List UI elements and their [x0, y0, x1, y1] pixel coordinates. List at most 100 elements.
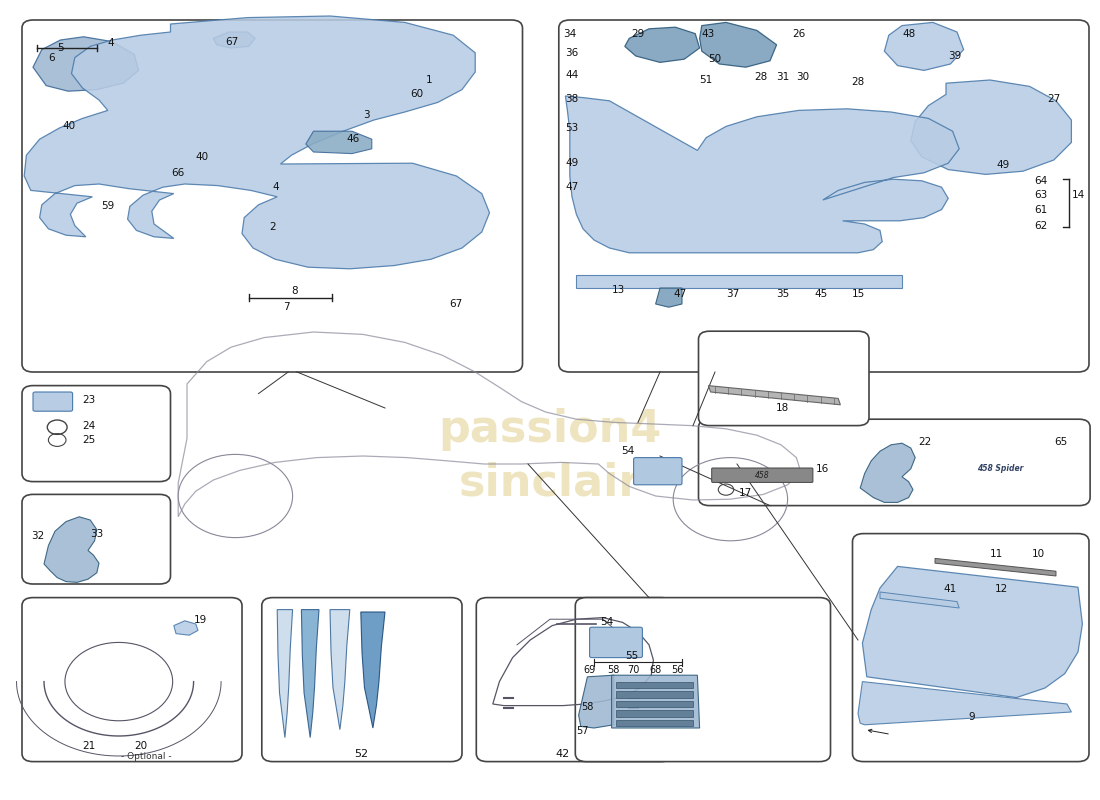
Text: 8: 8: [292, 286, 298, 296]
Polygon shape: [625, 27, 700, 62]
Text: 23: 23: [82, 395, 96, 405]
Text: 47: 47: [673, 290, 686, 299]
Text: 25: 25: [82, 435, 96, 445]
Text: 5: 5: [57, 43, 64, 53]
Text: 36: 36: [565, 48, 579, 58]
Text: 4: 4: [108, 38, 114, 48]
Text: 48: 48: [902, 29, 915, 38]
Polygon shape: [656, 288, 682, 307]
Text: 28: 28: [755, 72, 768, 82]
Text: 45: 45: [814, 290, 827, 299]
Text: 15: 15: [851, 290, 865, 299]
Polygon shape: [330, 610, 350, 730]
Text: 37: 37: [726, 290, 739, 299]
Polygon shape: [616, 710, 693, 717]
Polygon shape: [884, 22, 964, 70]
Text: 26: 26: [792, 29, 805, 38]
Text: 20: 20: [134, 741, 147, 750]
Text: 65: 65: [1054, 437, 1067, 446]
FancyBboxPatch shape: [698, 331, 869, 426]
Text: 61: 61: [1034, 206, 1047, 215]
Text: 54: 54: [601, 618, 614, 627]
Text: 57: 57: [576, 726, 588, 736]
Polygon shape: [576, 275, 902, 288]
Text: 60: 60: [410, 90, 424, 99]
Polygon shape: [858, 682, 1071, 725]
Polygon shape: [862, 566, 1082, 698]
Text: 31: 31: [777, 72, 790, 82]
Text: 7: 7: [283, 302, 289, 312]
Text: 458: 458: [755, 470, 770, 480]
Polygon shape: [935, 558, 1056, 576]
Text: 49: 49: [565, 158, 579, 168]
Text: 58: 58: [607, 665, 619, 674]
Text: 67: 67: [449, 299, 462, 309]
Polygon shape: [44, 517, 99, 582]
Polygon shape: [880, 592, 959, 608]
Polygon shape: [700, 22, 777, 67]
Text: 29: 29: [631, 29, 645, 38]
Polygon shape: [612, 675, 700, 728]
Polygon shape: [616, 701, 693, 707]
Text: 42: 42: [556, 749, 570, 758]
Text: 35: 35: [777, 290, 790, 299]
FancyBboxPatch shape: [559, 20, 1089, 372]
Text: 66: 66: [172, 168, 185, 178]
Text: 54: 54: [621, 446, 635, 456]
Text: 59: 59: [101, 202, 114, 211]
Text: 70: 70: [627, 665, 639, 674]
Text: 14: 14: [1071, 190, 1085, 200]
Polygon shape: [277, 610, 293, 738]
Text: 64: 64: [1034, 176, 1047, 186]
Polygon shape: [301, 610, 319, 738]
FancyBboxPatch shape: [634, 458, 682, 485]
FancyBboxPatch shape: [22, 386, 170, 482]
Text: 53: 53: [565, 123, 579, 133]
Text: 17: 17: [739, 488, 752, 498]
Polygon shape: [565, 96, 959, 253]
Text: 24: 24: [82, 421, 96, 430]
Polygon shape: [306, 131, 372, 154]
Text: 1: 1: [426, 75, 432, 85]
Text: 44: 44: [565, 70, 579, 80]
Text: 58: 58: [581, 702, 593, 712]
FancyBboxPatch shape: [22, 494, 170, 584]
Text: 10: 10: [1032, 549, 1045, 558]
Text: 21: 21: [82, 741, 96, 750]
Text: 56: 56: [671, 665, 683, 674]
Text: 19: 19: [194, 615, 207, 625]
Text: 4: 4: [273, 182, 279, 192]
Text: 67: 67: [226, 37, 239, 46]
Text: 11: 11: [990, 549, 1003, 558]
Text: 39: 39: [948, 51, 961, 61]
Text: 13: 13: [612, 286, 625, 295]
Text: 27: 27: [1047, 94, 1060, 104]
FancyBboxPatch shape: [712, 468, 813, 482]
Text: 12: 12: [994, 584, 1008, 594]
FancyBboxPatch shape: [33, 392, 73, 411]
Polygon shape: [616, 682, 693, 688]
Polygon shape: [361, 612, 385, 728]
Text: 51: 51: [700, 75, 713, 85]
Polygon shape: [33, 37, 139, 91]
Polygon shape: [24, 16, 490, 269]
Text: 16: 16: [816, 464, 829, 474]
Text: 32: 32: [31, 531, 44, 541]
Text: 47: 47: [565, 182, 579, 192]
FancyBboxPatch shape: [590, 627, 642, 658]
FancyBboxPatch shape: [22, 20, 522, 372]
Text: 33: 33: [90, 529, 103, 538]
Text: 34: 34: [563, 29, 576, 38]
Text: 50: 50: [708, 54, 722, 64]
FancyBboxPatch shape: [22, 598, 242, 762]
Text: 68: 68: [649, 665, 661, 674]
Text: 55: 55: [625, 651, 638, 661]
Text: 62: 62: [1034, 221, 1047, 230]
FancyBboxPatch shape: [852, 534, 1089, 762]
Text: 6: 6: [48, 53, 55, 62]
Text: 9: 9: [968, 712, 975, 722]
Polygon shape: [708, 386, 840, 405]
FancyBboxPatch shape: [698, 419, 1090, 506]
Text: passion4
sinclair: passion4 sinclair: [438, 408, 662, 504]
Text: 38: 38: [565, 94, 579, 104]
